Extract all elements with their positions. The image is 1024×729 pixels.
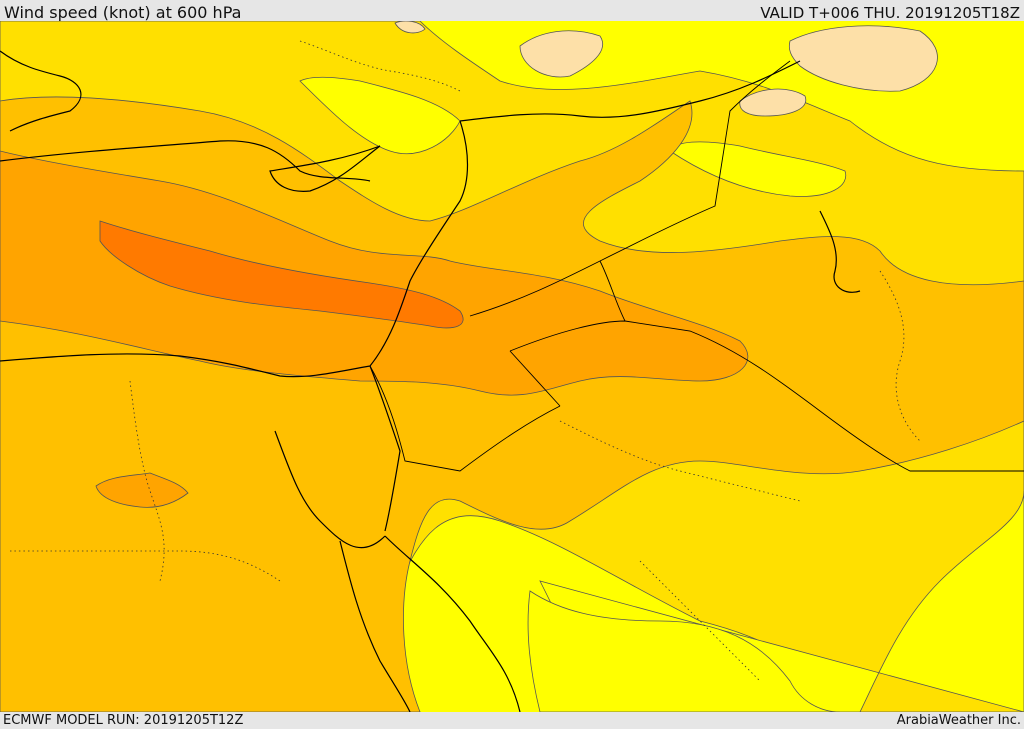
band-orange: [0, 150, 749, 396]
map-header: Wind speed (knot) at 600 hPa VALID T+006…: [0, 0, 1024, 22]
band-lightest-nw: [394, 21, 426, 34]
band-lightest-east: [739, 88, 807, 117]
band-amber-blob: [95, 472, 189, 508]
band-lightest-ne: [788, 25, 938, 92]
map-title: Wind speed (knot) at 600 hPa: [4, 3, 242, 22]
band-yellow-east: [669, 141, 847, 197]
band-lightest-north: [519, 30, 603, 78]
map-canvas: [0, 21, 1024, 712]
credit: ArabiaWeather Inc.: [896, 713, 1021, 728]
admin-borders: [9, 40, 921, 682]
valid-time: VALID T+006 THU. 20191205T18Z: [760, 4, 1020, 22]
coastlines: [0, 50, 861, 712]
band-yellow-sw: [527, 590, 841, 712]
wind-speed-map: [0, 21, 1024, 712]
borders: [369, 60, 1024, 472]
map-footer: ECMWF MODEL RUN: 20191205T12Z ArabiaWeat…: [0, 712, 1024, 729]
model-run: ECMWF MODEL RUN: 20191205T12Z: [3, 713, 244, 728]
band-dark-orange: [99, 220, 464, 329]
